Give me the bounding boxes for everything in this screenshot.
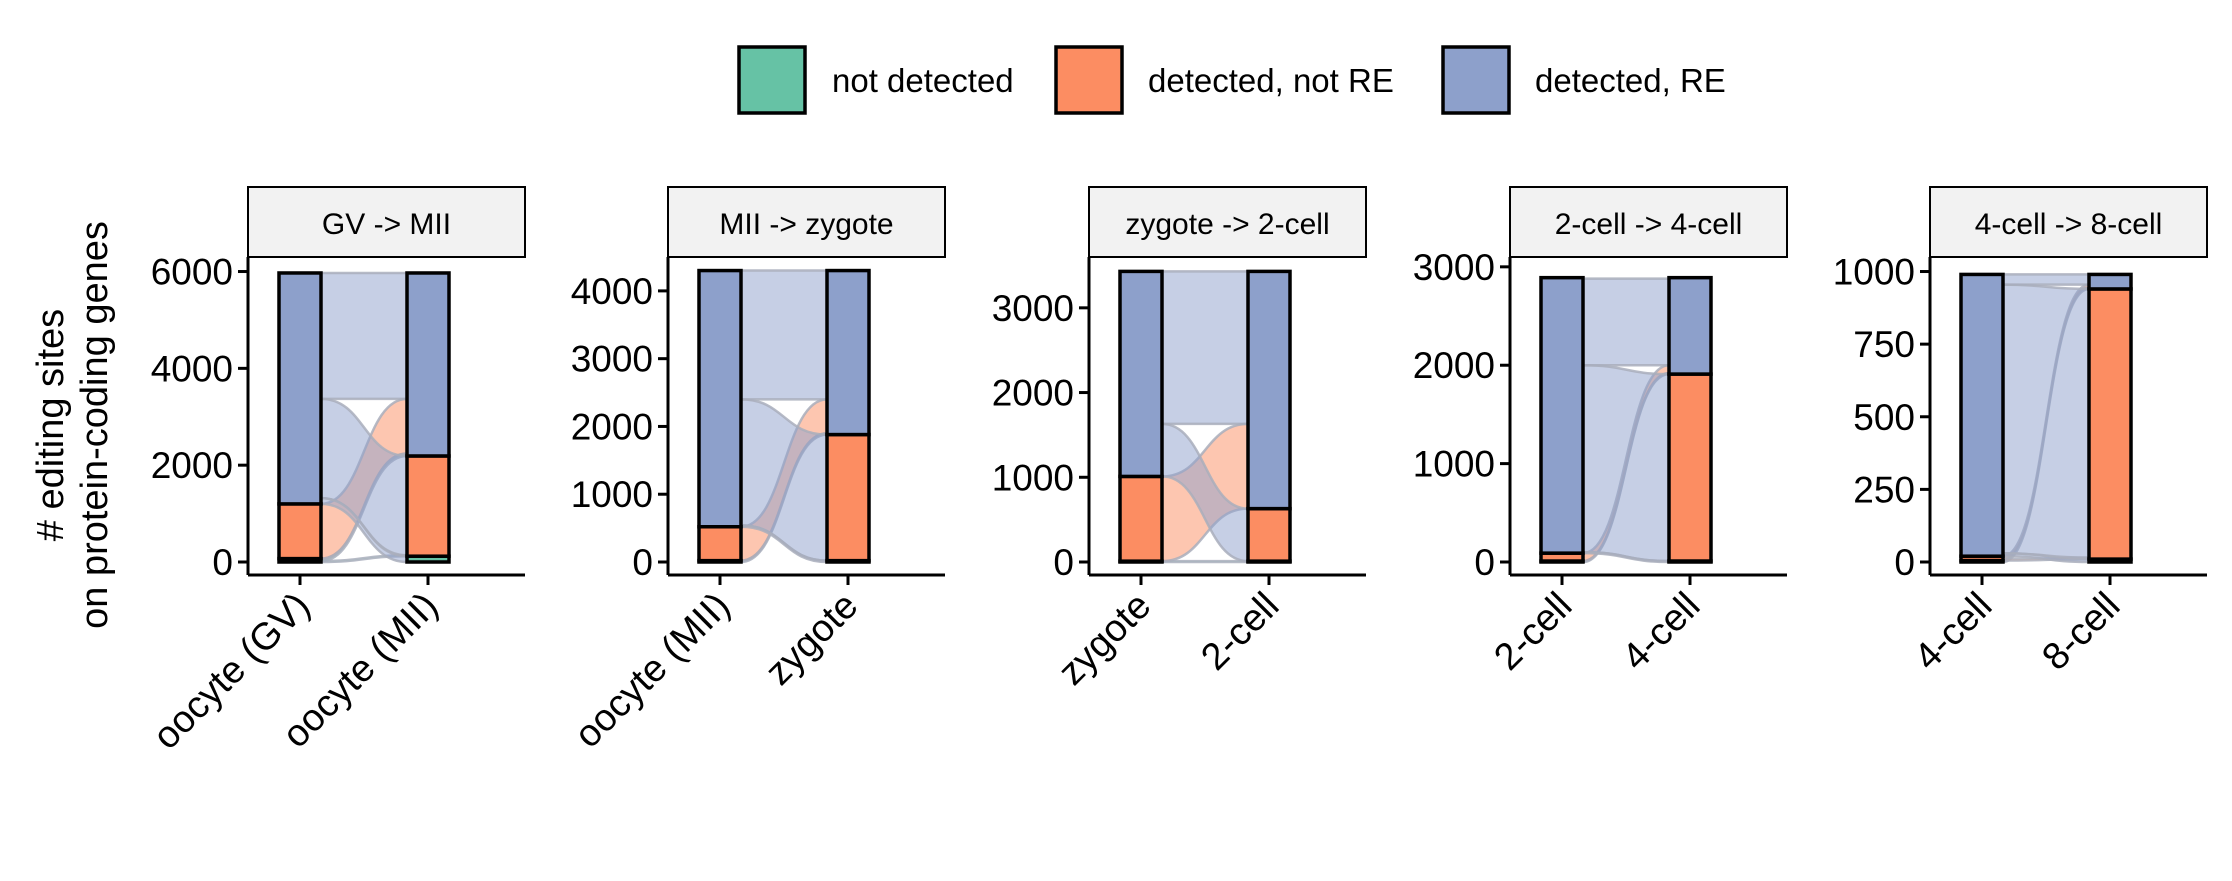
legend-swatch-detected-not-re (1054, 45, 1124, 115)
y-axis-title-line-2: on protein-coding genes (74, 221, 116, 629)
bar-segment-detected-not-re (277, 502, 323, 561)
bar-segment-detected-not-re (825, 432, 871, 563)
x-tick-label: zygote (1050, 585, 1159, 694)
y-tick-label: 0 (212, 542, 233, 583)
y-tick-label: 750 (1853, 324, 1915, 365)
facet-title: 4-cell -> 8-cell (1975, 208, 2163, 241)
facet-strip (1929, 186, 2208, 258)
y-tick-label: 1000 (992, 457, 1074, 498)
bar-segment-detected-re (697, 268, 743, 529)
flows (1160, 270, 1250, 564)
legend-label-not-detected: not detected (832, 62, 1014, 99)
facet-strip (1509, 186, 1788, 258)
y-tick-label: 4000 (571, 271, 653, 312)
legend-swatch-not-detected (737, 45, 807, 115)
bar-segment-detected-not-re (405, 454, 451, 558)
y-tick-label: 2000 (1413, 345, 1495, 386)
flow-detected-re-to-detected-not-re (1581, 363, 1671, 563)
y-tick-label: 0 (1053, 542, 1074, 583)
y-tick-label: 6000 (151, 252, 233, 293)
flow-detected-re-to-detected-re (319, 271, 409, 401)
facet-title: GV -> MII (322, 208, 451, 241)
y-tick-label: 1000 (1833, 252, 1915, 293)
bar-segment-detected-re (277, 271, 323, 506)
flows (1581, 277, 1671, 564)
bar-segment-detected-not-re (1667, 372, 1713, 563)
x-tick-label: 4-cell (1906, 585, 2000, 679)
flow-detected-re-to-detected-re (739, 269, 829, 401)
y-tick-label: 500 (1853, 397, 1915, 438)
bar-segment-detected-not-re (1118, 474, 1164, 563)
facet-strip (667, 186, 946, 258)
flow-detected-re-to-detected-not-re (2001, 283, 2091, 559)
facet-title: 2-cell -> 4-cell (1555, 208, 1743, 241)
panel-5: 4-cell -> 8-cell 0 250 500 750 1000 4-cell 8-ce… (1833, 186, 2208, 679)
panel-4: 2-cell -> 4-cell 0 1000 2000 3000 2-cell 4-cel… (1413, 186, 1788, 679)
legend-swatch-detected-re (1441, 45, 1511, 115)
flow-detected-re-to-detected-re (1160, 270, 1250, 426)
y-tick-label: 0 (1894, 542, 1915, 583)
y-tick-label: 2000 (151, 445, 233, 486)
x-tick-label: zygote (757, 585, 866, 694)
x-tick-label: oocyte (MII) (567, 585, 739, 757)
y-tick-label: 1000 (1413, 444, 1495, 485)
facet-strip (1088, 186, 1367, 258)
y-axis-title: # editing sites on protein-coding genes (30, 221, 116, 629)
bar-segment-detected-not-re (2087, 287, 2133, 561)
x-tick-label: 4-cell (1614, 585, 1708, 679)
bar-segment-detected-re (1118, 269, 1164, 479)
y-tick-label: 0 (1474, 542, 1495, 583)
legend: not detected detected, not RE detected, RE (737, 45, 1726, 115)
bar-segment-detected-re (1959, 272, 2005, 558)
y-tick-label: 4000 (151, 348, 233, 389)
y-axis-title-line-1: # editing sites (30, 309, 72, 541)
bar-segment-detected-re (405, 271, 451, 458)
y-tick-label: 1000 (571, 474, 653, 515)
flows (2001, 273, 2091, 564)
panel-2: MII -> zygote 0 1000 2000 3000 4000 oocyte (MI… (567, 186, 946, 757)
facet-title: MII -> zygote (719, 208, 893, 241)
bar-segment-detected-re (1667, 275, 1713, 376)
legend-label-detected-not-re: detected, not RE (1148, 62, 1394, 99)
y-tick-label: 0 (632, 542, 653, 583)
y-tick-label: 3000 (1413, 247, 1495, 288)
y-tick-label: 3000 (992, 288, 1074, 329)
facet-title: zygote -> 2-cell (1125, 208, 1329, 241)
bar-segment-detected-re (1246, 269, 1292, 511)
flows (739, 269, 829, 564)
flow-not-detected-to-not-detected (1160, 559, 1250, 564)
y-tick-label: 250 (1853, 469, 1915, 510)
flow-detected-re-to-detected-re (2001, 273, 2091, 286)
x-tick-label: 2-cell (1193, 585, 1287, 679)
bar-segment-detected-re (1539, 275, 1585, 555)
bar-segment-detected-re (2087, 272, 2133, 291)
bar-segment-detected-not-re (1246, 506, 1292, 563)
panel-3: zygote -> 2-cell 0 1000 2000 3000 zygote 2-cel… (992, 186, 1367, 694)
y-tick-label: 2000 (571, 406, 653, 447)
x-tick-label: 2-cell (1486, 585, 1580, 679)
legend-label-detected-re: detected, RE (1535, 62, 1726, 99)
y-tick-label: 3000 (571, 339, 653, 380)
x-tick-label: 8-cell (2034, 585, 2128, 679)
y-tick-label: 2000 (992, 373, 1074, 414)
facet-strip (247, 186, 526, 258)
bar-segment-detected-re (825, 268, 871, 437)
bar-segment-detected-not-re (697, 525, 743, 563)
flow-detected-re-to-detected-re (1581, 277, 1671, 367)
flows (319, 271, 409, 564)
